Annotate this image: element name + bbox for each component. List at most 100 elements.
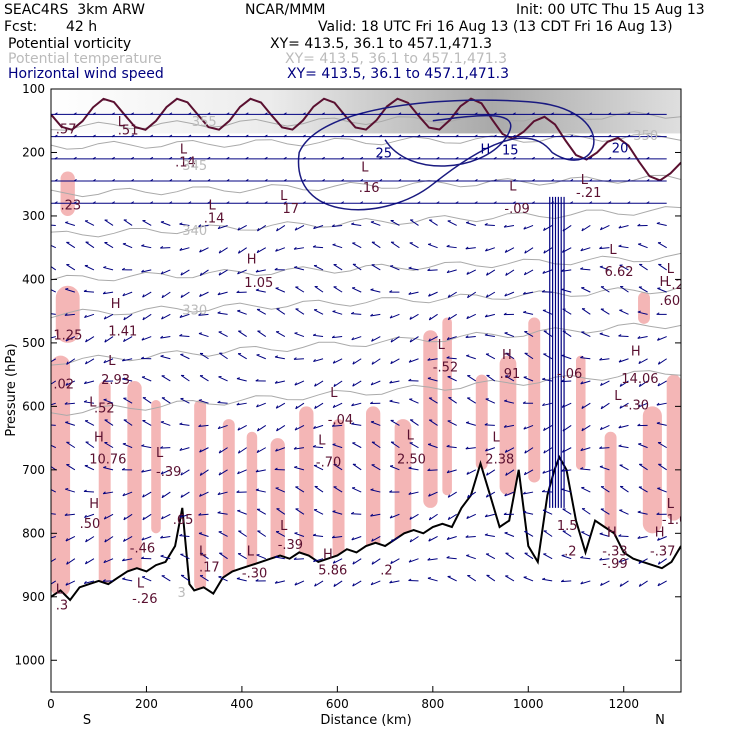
wind-vector-head <box>142 516 145 521</box>
wind-vector-head <box>340 156 345 160</box>
wind-vector <box>65 421 76 426</box>
wind-vector-head <box>179 533 183 537</box>
wind-vector-head <box>92 156 96 160</box>
wind-vector <box>370 380 381 386</box>
wind-vector-head <box>314 583 317 587</box>
wind-vector <box>447 336 457 341</box>
wind-vector <box>160 447 171 449</box>
wind-vector <box>332 224 343 227</box>
wind-vector <box>199 469 209 476</box>
wind-vector-head <box>523 471 527 476</box>
wind-vector <box>332 444 343 449</box>
init-time: Init: 00 UTC Thu 15 Aug 13 <box>516 2 705 18</box>
wind-vector <box>409 398 419 404</box>
wind-vector-head <box>542 577 546 580</box>
wind-vector <box>83 401 95 404</box>
wind-vector-head <box>275 448 278 452</box>
wind-vector <box>142 220 152 226</box>
wind-vector <box>619 402 629 409</box>
wind-vector <box>523 291 534 295</box>
wind-vector <box>141 469 152 473</box>
wind-vector <box>218 576 228 582</box>
wind-vector <box>581 424 591 432</box>
wind-vector <box>657 580 667 587</box>
wind-vector <box>275 247 286 252</box>
wind-vector <box>180 374 190 382</box>
wind-vector <box>332 310 343 315</box>
wind-vector-head <box>608 201 612 204</box>
wind-vector-head <box>313 359 316 362</box>
wind-vector-head <box>408 578 412 581</box>
isentrope-line <box>51 133 681 150</box>
wind-vector-head <box>523 310 527 313</box>
wind-vector-head <box>130 134 135 138</box>
wind-vector <box>580 468 591 471</box>
wind-vector-head <box>371 338 374 342</box>
wind-vector <box>657 287 667 293</box>
wind-vector <box>237 510 247 515</box>
wind-vector-head <box>618 225 622 229</box>
wind-vector-head <box>103 360 107 364</box>
wind-vector-head <box>111 156 115 160</box>
contour-annotation: 20 <box>612 142 629 157</box>
wind-vector <box>237 225 247 231</box>
wind-vector <box>657 336 667 341</box>
wind-vector-head <box>169 112 173 115</box>
contour-annotation: 3 <box>178 586 186 601</box>
wind-vector <box>351 423 362 426</box>
wind-vector <box>409 313 419 320</box>
wind-vector-head <box>638 383 642 387</box>
wind-vector-head <box>370 488 374 491</box>
wind-vector <box>465 336 476 338</box>
wind-vector <box>313 246 324 249</box>
wind-vector <box>66 264 76 271</box>
wind-vector-head <box>161 294 164 298</box>
contour-annotation: .52 <box>94 402 115 417</box>
wind-vector-head <box>237 271 240 275</box>
wind-vector-head <box>417 134 421 138</box>
wind-vector-head <box>446 244 450 247</box>
wind-vector-head <box>637 310 641 313</box>
wind-vector <box>218 376 228 382</box>
wind-vector <box>524 531 534 537</box>
contour-annotation: .16 <box>359 181 380 196</box>
wind-vector <box>638 558 648 565</box>
wind-vector <box>486 374 496 382</box>
wind-vector <box>619 380 629 387</box>
wind-vector <box>295 508 305 515</box>
wind-vector-head <box>455 201 459 204</box>
wind-vector-head <box>180 494 183 498</box>
wind-vector <box>390 536 400 543</box>
wind-vector-head <box>379 156 383 160</box>
wind-vector <box>580 447 591 452</box>
wind-vector-head <box>84 514 87 518</box>
wind-vector-head <box>428 338 431 342</box>
wind-vector <box>484 534 495 537</box>
wind-vector-head <box>161 494 164 498</box>
wind-vector <box>580 380 591 385</box>
wind-vector-head <box>255 578 259 582</box>
wind-vector <box>352 463 362 471</box>
wind-vector <box>218 269 228 276</box>
wind-vector-head <box>599 465 603 468</box>
wind-vector <box>160 221 171 226</box>
wind-vector <box>275 447 286 452</box>
wind-vector <box>505 575 515 582</box>
wind-vector-head <box>637 223 641 227</box>
wind-vector-head <box>543 450 546 454</box>
wind-vector <box>142 313 152 321</box>
isentrope-line <box>51 111 681 131</box>
contour-annotation: L <box>118 115 126 130</box>
wind-vector-head <box>102 579 106 582</box>
wind-vector-head <box>618 559 622 563</box>
wind-vector <box>427 558 438 561</box>
wind-vector <box>199 552 209 560</box>
contour-annotation: .14 <box>175 155 196 170</box>
wind-vector-head <box>217 311 221 314</box>
wind-vector <box>390 336 400 343</box>
wind-vector <box>447 420 457 426</box>
wind-vector-head <box>314 405 317 409</box>
wind-vector-head <box>65 421 69 423</box>
wind-vector <box>581 225 591 232</box>
wind-vector <box>446 469 457 474</box>
